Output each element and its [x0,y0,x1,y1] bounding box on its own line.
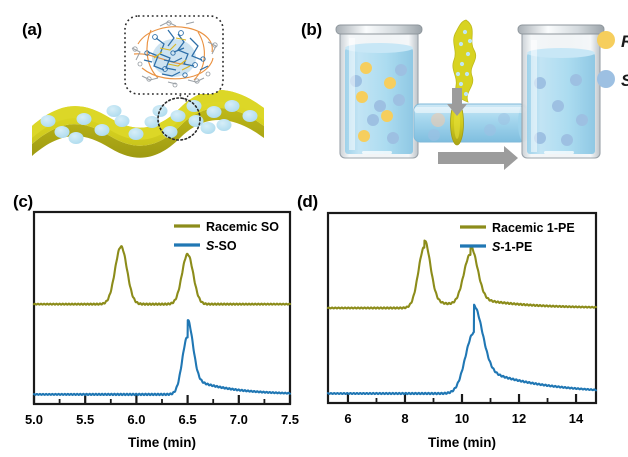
x-axis-title: Time (min) [128,435,196,450]
x-tick-label: 6 [344,411,351,426]
flow-arrow-icon [438,146,518,170]
trace-single-enantiomer [326,303,598,396]
trace-single-enantiomer [32,319,292,397]
molecular-structure [131,20,218,88]
panel-label-b: (b) [301,20,322,39]
legend-marker-r [597,31,615,49]
chromatogram-traces [326,239,598,396]
legend-marker-s [597,70,615,88]
legend-label: S-SO [206,239,237,253]
connecting-tube [413,103,530,143]
pore-highlight-circle [157,97,201,141]
chart-legend: Racemic SO S-SO [174,220,279,253]
x-tick-label: 14 [569,411,584,426]
chromatogram-traces [32,245,292,397]
right-beaker-permeate [517,24,605,159]
legend-label-r: R [621,32,628,51]
panel-c-chromatogram: 5.0 5.5 6.0 6.5 7.0 7.5 Racemic SO S-SO Time (… [4,186,304,454]
panel-b-legend: R S [597,31,628,90]
x-tick-label: 7.5 [281,412,299,427]
down-arrow-icon [447,88,467,116]
panel-d-chromatogram: 6 8 10 12 14 Racemic 1-PE S-1-PE Time (min) [300,186,626,454]
x-tick-label: 10 [455,411,469,426]
x-axis-title: Time (min) [428,435,496,450]
x-tick-label: 12 [512,411,526,426]
panel-a-membrane-schematic [18,8,288,183]
legend-label: Racemic SO [206,220,279,234]
x-tick-label: 5.0 [25,412,43,427]
membrane-sheet [32,90,264,146]
panel-label-c: (c) [13,192,33,211]
panel-b-permeation-setup: R S [318,8,628,183]
x-tick-label: 8 [401,411,408,426]
membrane-strip [452,19,477,103]
x-tick-label: 6.0 [127,412,145,427]
panel-a-graphic [32,15,264,158]
legend-label-s: S [621,71,628,90]
membrane-edge [32,108,264,158]
membrane-pores [40,100,258,144]
plot-frame [32,210,292,406]
trace-racemic [326,239,598,310]
panel-b-graphic: R S [335,19,628,170]
x-tick-label: 6.5 [179,412,197,427]
legend-label: Racemic 1-PE [492,221,575,235]
legend-label: S-1-PE [492,240,532,254]
panel-label-a: (a) [22,20,42,39]
trace-racemic [32,245,292,306]
x-axis-tick-labels: 6 8 10 12 14 [344,411,584,426]
left-beaker-particles [350,62,407,144]
membrane-highlight [32,90,264,140]
x-axis-ticks [346,394,578,403]
chart-legend: Racemic 1-PE S-1-PE [460,221,575,254]
x-axis-ticks [32,395,292,404]
panel-d-chart: 6 8 10 12 14 Racemic 1-PE S-1-PE Time (min) [326,211,598,450]
panel-c-chart: 5.0 5.5 6.0 6.5 7.0 7.5 Racemic SO S-SO Time (… [25,210,299,450]
x-tick-label: 5.5 [76,412,94,427]
x-tick-label: 7.0 [230,412,248,427]
left-beaker-feed [335,24,423,159]
panel-label-d: (d) [297,192,318,211]
x-axis-tick-labels: 5.0 5.5 6.0 6.5 7.0 7.5 [25,412,299,427]
